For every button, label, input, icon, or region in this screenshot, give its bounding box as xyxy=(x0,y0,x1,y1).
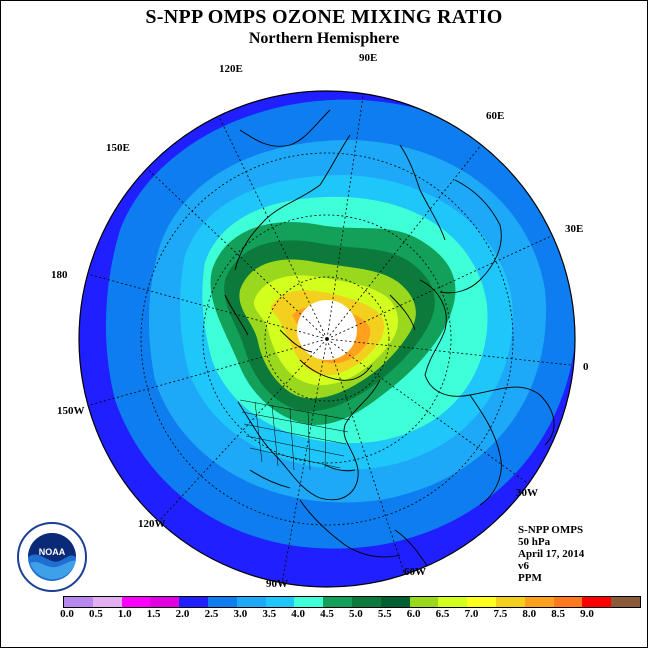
colorbar-swatch xyxy=(524,597,554,607)
svg-text:NOAA: NOAA xyxy=(39,547,66,557)
colorbar-swatch xyxy=(323,597,352,607)
colorbar-swatch xyxy=(121,597,151,607)
lon-label-30e: 30E xyxy=(565,223,584,235)
colorbar-tick-label: 9.0 xyxy=(580,608,594,620)
colorbar-swatch xyxy=(207,597,237,607)
colorbar-tick-label: 2.5 xyxy=(204,608,219,620)
lon-label-60e: 60E xyxy=(486,110,505,122)
polar-no-data-region xyxy=(297,300,357,360)
colorbar-swatch xyxy=(351,597,381,607)
colorbar-tick-label: 3.5 xyxy=(262,608,277,620)
noaa-logo: NOAA xyxy=(17,522,87,592)
colorbar-tick-label: 5.0 xyxy=(349,608,363,620)
colorbar-swatch xyxy=(64,597,93,607)
colorbar-swatch xyxy=(495,597,525,607)
lon-label-150w: 150W xyxy=(57,405,85,417)
lon-label-120e: 120E xyxy=(219,63,243,75)
lon-label-90w: 90W xyxy=(266,578,288,590)
colorbar-tick-label: 6.5 xyxy=(435,608,450,620)
colorbar-tick-label: 0.0 xyxy=(60,608,74,620)
page-subtitle: Northern Hemisphere xyxy=(248,30,400,47)
colorbar-tick-label: 8.0 xyxy=(522,608,537,620)
colorbar-swatch xyxy=(179,597,208,607)
info-units: PPM xyxy=(518,572,542,584)
colorbar-swatch xyxy=(265,597,295,607)
page-title: S-NPP OMPS OZONE MIXING RATIO xyxy=(145,6,503,28)
lon-label-30w: 30W xyxy=(516,487,538,499)
colorbar xyxy=(63,596,641,608)
coastlines xyxy=(224,109,555,571)
ozone-field xyxy=(79,91,575,587)
colorbar-swatch xyxy=(582,597,612,607)
lon-label-120w: 120W xyxy=(138,518,166,530)
colorbar-swatch xyxy=(92,597,122,607)
colorbar-swatch xyxy=(553,597,583,607)
lon-label-0: 0 xyxy=(583,361,589,373)
graticule xyxy=(79,91,575,584)
colorbar-swatch xyxy=(236,597,266,607)
us-grid-overlay xyxy=(239,399,351,471)
colorbar-tick-label: 7.0 xyxy=(464,608,479,620)
colorbar-tick-label: 1.0 xyxy=(117,608,132,620)
colorbar-tick-label: 4.5 xyxy=(320,608,334,620)
colorbar-tick-label: 5.5 xyxy=(377,608,392,620)
colorbar-swatch xyxy=(294,597,324,607)
colorbar-swatch xyxy=(467,597,496,607)
lon-label-150e: 150E xyxy=(106,142,130,154)
colorbar-ticks: 0.0 0.5 1.0 1.5 2.0 2.5 3.0 3.5 4.0 4.5 5.0 5.5 6.0 6… xyxy=(60,608,594,622)
colorbar-swatch xyxy=(438,597,468,607)
lon-label-90e: 90E xyxy=(359,52,378,64)
info-version: v6 xyxy=(518,560,529,572)
info-date: April 17, 2014 xyxy=(518,548,585,560)
colorbar-tick-label: 1.5 xyxy=(146,608,161,620)
hemisphere-boundary xyxy=(78,90,576,588)
colorbar-tick-label: 7.5 xyxy=(493,608,508,620)
info-instrument: S-NPP OMPS xyxy=(518,524,584,536)
colorbar-swatch xyxy=(611,597,640,607)
lon-label-60w: 60W xyxy=(404,566,426,578)
colorbar-tick-label: 4.0 xyxy=(291,608,305,620)
colorbar-tick-label: 3.0 xyxy=(233,608,248,620)
info-block: S-NPP OMPS 50 hPa April 17, 2014 v6 PPM xyxy=(518,524,584,584)
colorbar-tick-label: 6.0 xyxy=(406,608,421,620)
colorbar-tick-label: 8.5 xyxy=(551,608,565,620)
colorbar-swatch xyxy=(409,597,439,607)
colorbar-swatch xyxy=(150,597,180,607)
lon-label-180: 180 xyxy=(51,269,68,281)
info-level: 50 hPa xyxy=(518,536,551,548)
colorbar-swatch xyxy=(380,597,410,607)
colorbar-tick-label: 2.0 xyxy=(175,608,190,620)
colorbar-tick-label: 0.5 xyxy=(89,608,103,620)
